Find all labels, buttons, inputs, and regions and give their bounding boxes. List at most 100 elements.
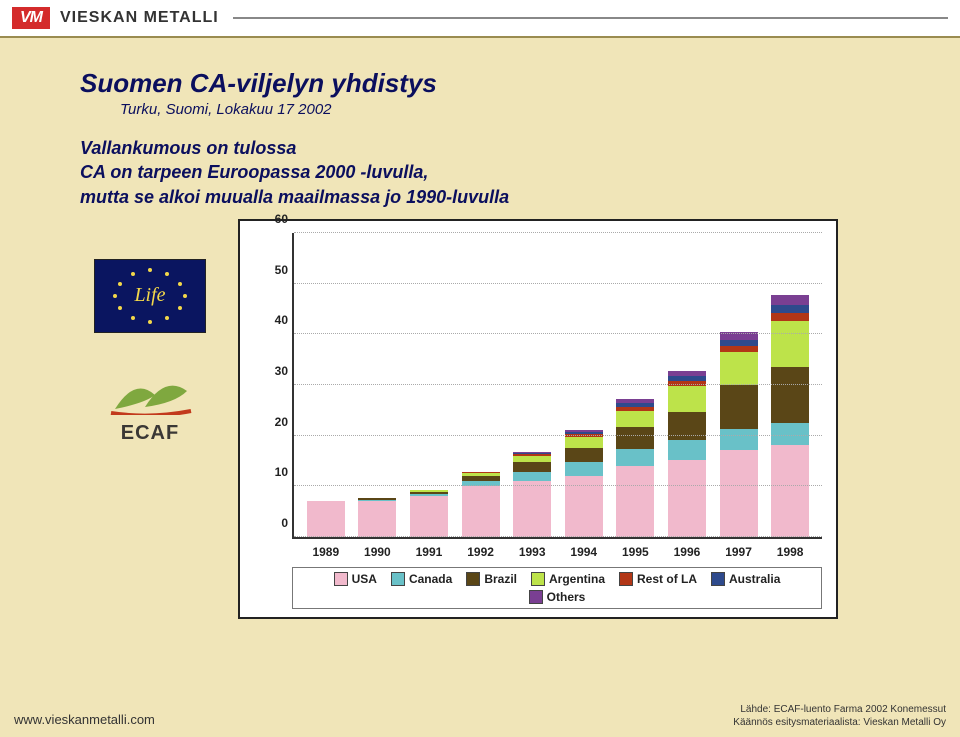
footer-url: www.vieskanmetalli.com — [14, 712, 155, 727]
page-title: Suomen CA-viljelyn yhdistys — [80, 68, 900, 99]
ecaf-logo: ECAF — [105, 373, 195, 445]
bar-segment — [513, 462, 551, 471]
body-line-2: CA on tarpeen Euroopassa 2000 -luvulla, — [80, 160, 900, 184]
bar-column: 1995 — [616, 399, 654, 537]
bar-segment — [668, 460, 706, 537]
bar-segment — [771, 313, 809, 321]
footer-source-line2: Käännös esitysmateriaalista: Vieskan Met… — [733, 716, 946, 729]
bar-segment — [771, 295, 809, 305]
legend-swatch — [334, 572, 348, 586]
bar-segment — [565, 462, 603, 476]
bar-column: 1989 — [307, 501, 345, 537]
legend-item: USA — [334, 572, 377, 586]
bar-segment — [720, 385, 758, 428]
x-tick-label: 1991 — [405, 545, 453, 559]
page-subtitle: Turku, Suomi, Lokakuu 17 2002 — [120, 101, 900, 118]
body-line-1: Vallankumous on tulossa — [80, 136, 900, 160]
legend-swatch — [529, 590, 543, 604]
gridline — [294, 435, 822, 436]
x-tick-label: 1992 — [457, 545, 505, 559]
plot-area: 1989199019911992199319941995199619971998… — [292, 233, 822, 539]
legend-swatch — [466, 572, 480, 586]
bar-segment — [565, 437, 603, 447]
legend-label: USA — [352, 572, 377, 586]
x-tick-label: 1998 — [766, 545, 814, 559]
legend-label: Australia — [729, 572, 780, 586]
legend-label: Brazil — [484, 572, 517, 586]
bar-segment — [513, 481, 551, 537]
bar-column: 1994 — [565, 430, 603, 537]
life-logo: Life — [94, 259, 206, 333]
y-tick-label: 20 — [260, 415, 288, 429]
legend-label: Others — [547, 590, 586, 604]
gridline — [294, 536, 822, 537]
bar-segment — [668, 386, 706, 412]
y-tick-label: 50 — [260, 263, 288, 277]
body-line-3: mutta se alkoi muualla maailmassa jo 199… — [80, 185, 900, 209]
life-stars-icon — [95, 260, 205, 332]
footer-source-line1: Lähde: ECAF-luento Farma 2002 Konemessut — [733, 703, 946, 716]
x-tick-label: 1990 — [353, 545, 401, 559]
gridline — [294, 485, 822, 486]
x-tick-label: 1995 — [611, 545, 659, 559]
chart-row: Life ECAF 198919901991199219931994199519… — [80, 219, 900, 619]
y-tick-label: 60 — [260, 212, 288, 226]
bar-segment — [513, 472, 551, 481]
legend-label: Rest of LA — [637, 572, 697, 586]
bar-segment — [668, 440, 706, 460]
side-logos: Life ECAF — [80, 259, 220, 445]
footer-source: Lähde: ECAF-luento Farma 2002 Konemessut… — [733, 703, 946, 729]
gridline — [294, 232, 822, 233]
legend-label: Canada — [409, 572, 452, 586]
legend-label: Argentina — [549, 572, 605, 586]
bar-segment — [616, 411, 654, 427]
x-tick-label: 1994 — [560, 545, 608, 559]
chart: 1989199019911992199319941995199619971998… — [238, 219, 838, 619]
bar-segment — [616, 466, 654, 537]
bar-segment — [358, 501, 396, 537]
legend-item: Brazil — [466, 572, 517, 586]
bars-container: 1989199019911992199319941995199619971998 — [294, 233, 822, 537]
bar-segment — [565, 448, 603, 462]
bar-segment — [771, 367, 809, 423]
x-tick-label: 1997 — [715, 545, 763, 559]
x-tick-label: 1989 — [302, 545, 350, 559]
header-divider — [233, 17, 948, 19]
legend-item: Australia — [711, 572, 780, 586]
gridline — [294, 283, 822, 284]
bar-segment — [720, 450, 758, 537]
bar-column: 1993 — [513, 452, 551, 537]
legend: USA Canada Brazil Argentina Rest of LA Austra… — [292, 567, 822, 609]
legend-swatch — [391, 572, 405, 586]
y-tick-label: 10 — [260, 465, 288, 479]
legend-item: Others — [529, 590, 586, 604]
gridline — [294, 384, 822, 385]
body-text: Vallankumous on tulossa CA on tarpeen Eu… — [80, 136, 900, 209]
bar-segment — [771, 445, 809, 537]
bar-column: 1998 — [771, 295, 809, 537]
legend-item: Argentina — [531, 572, 605, 586]
bar-column: 1991 — [410, 490, 448, 537]
bar-segment — [616, 449, 654, 466]
bar-column: 1996 — [668, 371, 706, 537]
y-tick-label: 40 — [260, 313, 288, 327]
bar-column: 1992 — [462, 472, 500, 537]
bar-segment — [462, 486, 500, 537]
header: VM VIESKAN METALLI — [0, 0, 960, 38]
company-name: VIESKAN METALLI — [60, 9, 219, 27]
x-tick-label: 1996 — [663, 545, 711, 559]
content: Suomen CA-viljelyn yhdistys Turku, Suomi… — [0, 38, 960, 629]
gridline — [294, 333, 822, 334]
y-tick-label: 0 — [260, 516, 288, 530]
legend-item: Rest of LA — [619, 572, 697, 586]
bar-segment — [668, 412, 706, 440]
bar-segment — [720, 352, 758, 385]
y-tick-label: 30 — [260, 364, 288, 378]
bar-segment — [616, 427, 654, 448]
legend-swatch — [711, 572, 725, 586]
bar-segment — [771, 305, 809, 313]
bar-segment — [771, 321, 809, 367]
bar-segment — [720, 429, 758, 450]
legend-item: Canada — [391, 572, 452, 586]
ecaf-leaf-icon — [105, 373, 195, 415]
